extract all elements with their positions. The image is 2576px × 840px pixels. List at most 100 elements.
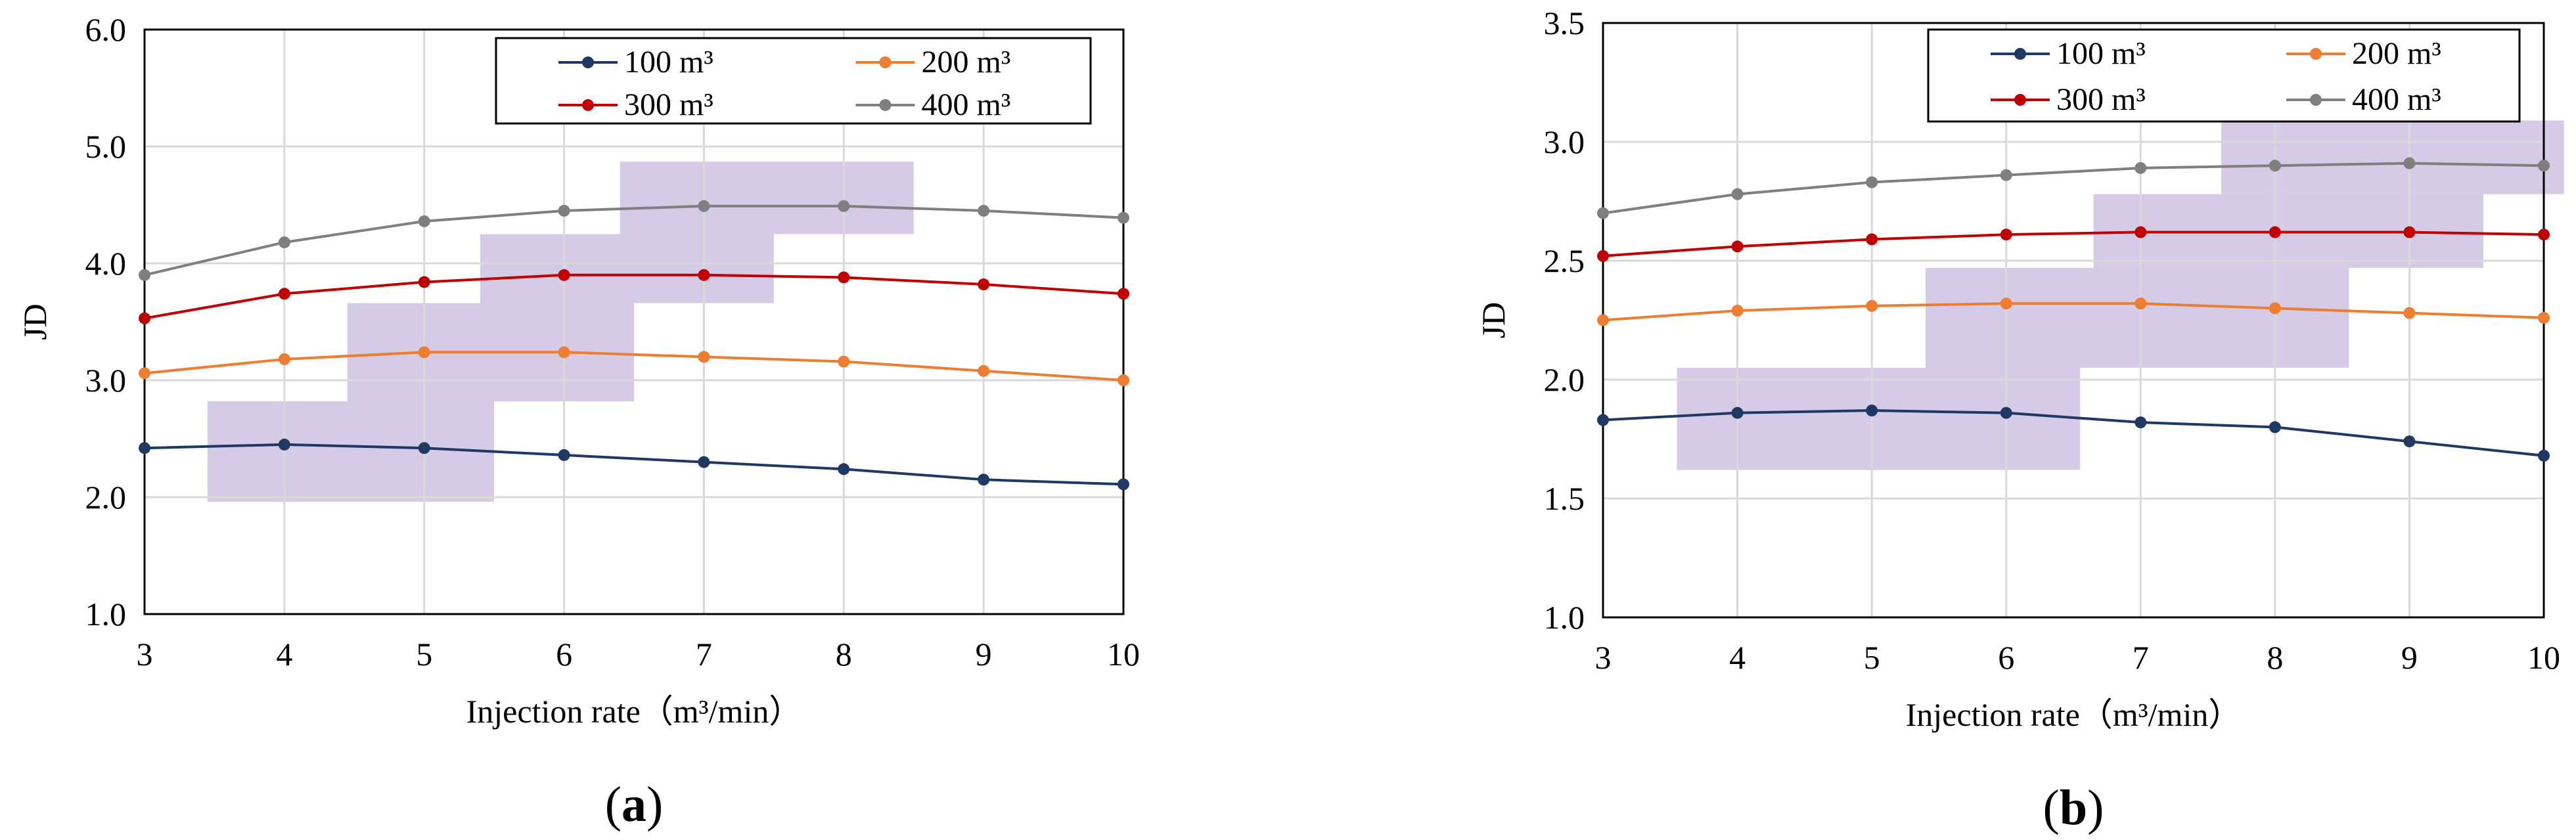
- data-point: [2000, 407, 2012, 419]
- legend-box: [1927, 28, 2521, 123]
- series-line-200: [1602, 302, 2544, 322]
- data-point: [1731, 407, 1744, 419]
- x-tick-label: 7: [696, 636, 712, 673]
- data-point: [278, 438, 290, 451]
- y-tick-label: 1.0: [1544, 599, 1585, 636]
- y-tick-label: 2.0: [85, 479, 127, 516]
- data-point: [1731, 240, 1744, 253]
- data-point: [1866, 405, 1878, 417]
- legend-swatch-marker: [2014, 94, 2026, 106]
- legend-swatch-marker: [2014, 48, 2026, 60]
- x-tick-label: 6: [1998, 639, 2014, 676]
- data-point: [558, 346, 570, 359]
- legend-label: 100 m³: [2056, 36, 2146, 71]
- data-point: [2403, 226, 2416, 238]
- data-point: [1731, 305, 1744, 317]
- highlight-box: [207, 401, 495, 502]
- legend-swatch-marker: [879, 99, 892, 111]
- series-line-200: [144, 351, 1124, 382]
- highlight-box: [620, 162, 914, 234]
- x-tick-label: 5: [1864, 639, 1880, 676]
- highlight-box: [1677, 367, 2081, 470]
- legend-box: [495, 37, 1092, 125]
- legend-swatch-marker: [582, 56, 594, 68]
- data-point: [278, 236, 290, 248]
- data-point: [1118, 211, 1129, 224]
- data-point: [1597, 314, 1609, 326]
- data-point: [838, 200, 850, 212]
- y-tick-label: 2.0: [1544, 361, 1585, 398]
- data-point: [418, 346, 430, 359]
- x-tick-label: 3: [1595, 639, 1612, 676]
- data-point: [978, 474, 990, 486]
- data-point: [418, 215, 430, 227]
- x-tick-label: 7: [2133, 639, 2149, 676]
- data-point: [978, 204, 990, 217]
- data-point: [698, 200, 710, 212]
- series-line-100: [1602, 409, 2544, 457]
- y-tick-label: 4.0: [85, 245, 127, 282]
- chart-panel-a: 3 4 5 6 7 8 9 10 1.0 2.0 3.0 4.0 5.0 6.0 Injection rat…: [16, 11, 1140, 832]
- data-point: [2403, 307, 2416, 319]
- data-point: [1731, 188, 1744, 200]
- series-line-300: [144, 273, 1124, 320]
- x-tick-label: 9: [2401, 639, 2418, 676]
- series-line-100: [144, 443, 1124, 486]
- data-point: [2135, 298, 2147, 310]
- panel-label: (a): [605, 777, 664, 832]
- legend-swatch-marker: [879, 56, 892, 68]
- data-point: [1866, 299, 1878, 312]
- x-tick-label: 9: [976, 636, 992, 673]
- y-axis-label: JD: [1475, 302, 1512, 339]
- highlight-box: [480, 234, 774, 303]
- data-point: [139, 269, 150, 281]
- y-axis-label: JD: [16, 303, 53, 340]
- data-point: [418, 442, 430, 454]
- x-tick-label: 10: [1107, 636, 1140, 673]
- data-point: [418, 276, 430, 288]
- x-tick-label: 3: [137, 636, 153, 673]
- data-point: [1118, 478, 1129, 491]
- data-point: [2135, 162, 2147, 174]
- data-point: [139, 442, 150, 454]
- data-point: [698, 456, 710, 468]
- data-point: [2538, 449, 2550, 462]
- legend-label: 400 m³: [922, 87, 1011, 122]
- data-point: [2269, 160, 2281, 172]
- data-point: [2538, 311, 2550, 324]
- series-line-400: [1602, 162, 2544, 215]
- legend-swatch-marker: [582, 99, 594, 111]
- x-axis-label: Injection rate（m³/min）: [1906, 696, 2242, 733]
- data-point: [558, 204, 570, 217]
- legend-label: 200 m³: [2352, 36, 2441, 71]
- legend-swatch-marker: [2310, 94, 2322, 106]
- panel-label: (b): [2043, 780, 2104, 835]
- legend: 100 m³ 200 m³ 300 m³ 400 m³: [1927, 28, 2521, 123]
- y-tick-label: 3.0: [1544, 123, 1585, 160]
- data-point: [1866, 233, 1878, 246]
- data-point: [978, 365, 990, 377]
- data-point: [1597, 250, 1609, 262]
- y-tick-label: 1.5: [1544, 480, 1585, 517]
- legend-label: 400 m³: [2352, 82, 2441, 117]
- data-point: [2538, 160, 2550, 172]
- legend-label: 200 m³: [922, 45, 1011, 79]
- y-tick-label: 2.5: [1544, 242, 1585, 279]
- legend-label: 100 m³: [624, 45, 713, 79]
- data-point: [2538, 229, 2550, 241]
- data-point: [978, 278, 990, 291]
- data-point: [2269, 226, 2281, 238]
- data-point: [2403, 435, 2416, 448]
- data-point: [698, 269, 710, 281]
- series-line-300: [1602, 231, 2544, 257]
- highlight-box: [1925, 267, 2349, 368]
- data-point: [1866, 176, 1878, 188]
- data-point: [698, 351, 710, 363]
- data-point: [1118, 374, 1129, 386]
- data-point: [558, 269, 570, 281]
- data-point: [2135, 416, 2147, 429]
- data-point: [278, 353, 290, 365]
- y-tick-label: 6.0: [85, 11, 127, 48]
- x-axis-label: Injection rate（m³/min）: [466, 693, 802, 730]
